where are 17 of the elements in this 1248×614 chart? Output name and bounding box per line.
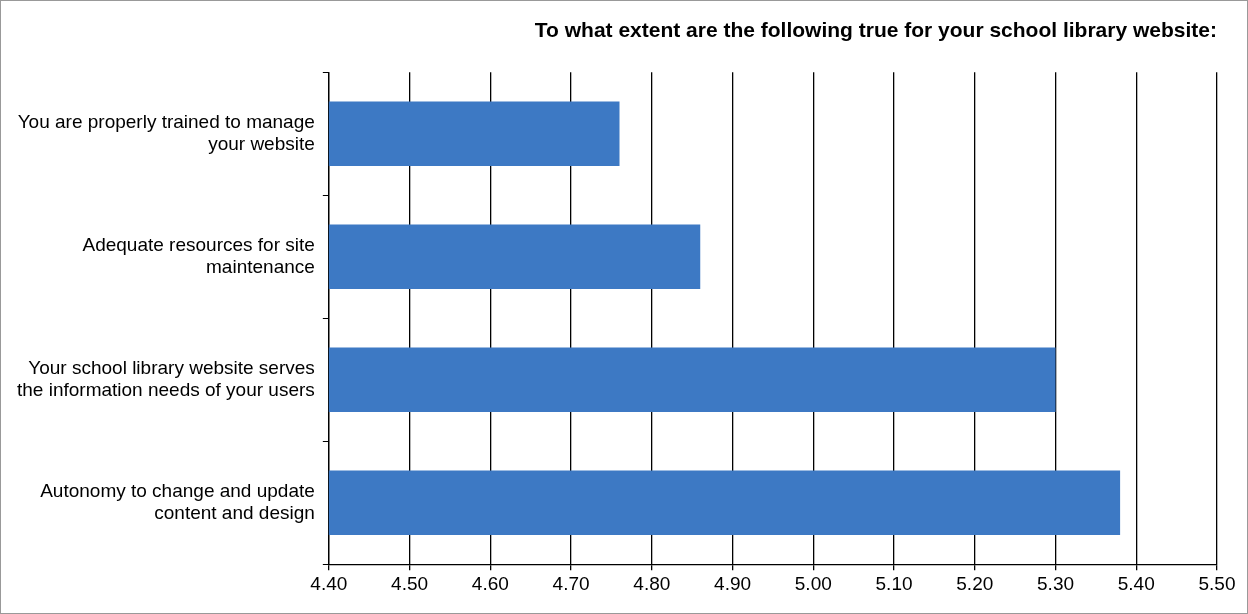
x-tick-label: 5.00: [794, 572, 832, 594]
y-tick-label: Your school library website serves the information needs of your users: [16, 356, 315, 401]
x-tick-label: 4.80: [633, 572, 671, 594]
y-tick-label: Adequate resources for site maintenance: [82, 233, 315, 278]
x-tick-label: 4.40: [310, 572, 348, 594]
chart-title: To what extent are the following true for your school library website:: [534, 18, 1217, 42]
x-tick-label: 5.50: [1198, 572, 1236, 594]
y-tick-label: You are properly trained to manage your website: [17, 110, 315, 155]
x-tick-label: 5.10: [875, 572, 913, 594]
x-tick-label: 4.60: [471, 572, 509, 594]
x-tick-label: 5.40: [1117, 572, 1155, 594]
x-tick-label: 4.90: [714, 572, 752, 594]
x-tick-label: 5.20: [956, 572, 994, 594]
x-tick-label: 5.30: [1037, 572, 1075, 594]
y-tick-label: Autonomy to change and update content and design: [40, 479, 315, 524]
x-tick-label: 4.70: [552, 572, 590, 594]
x-tick-label: 4.50: [391, 572, 429, 594]
